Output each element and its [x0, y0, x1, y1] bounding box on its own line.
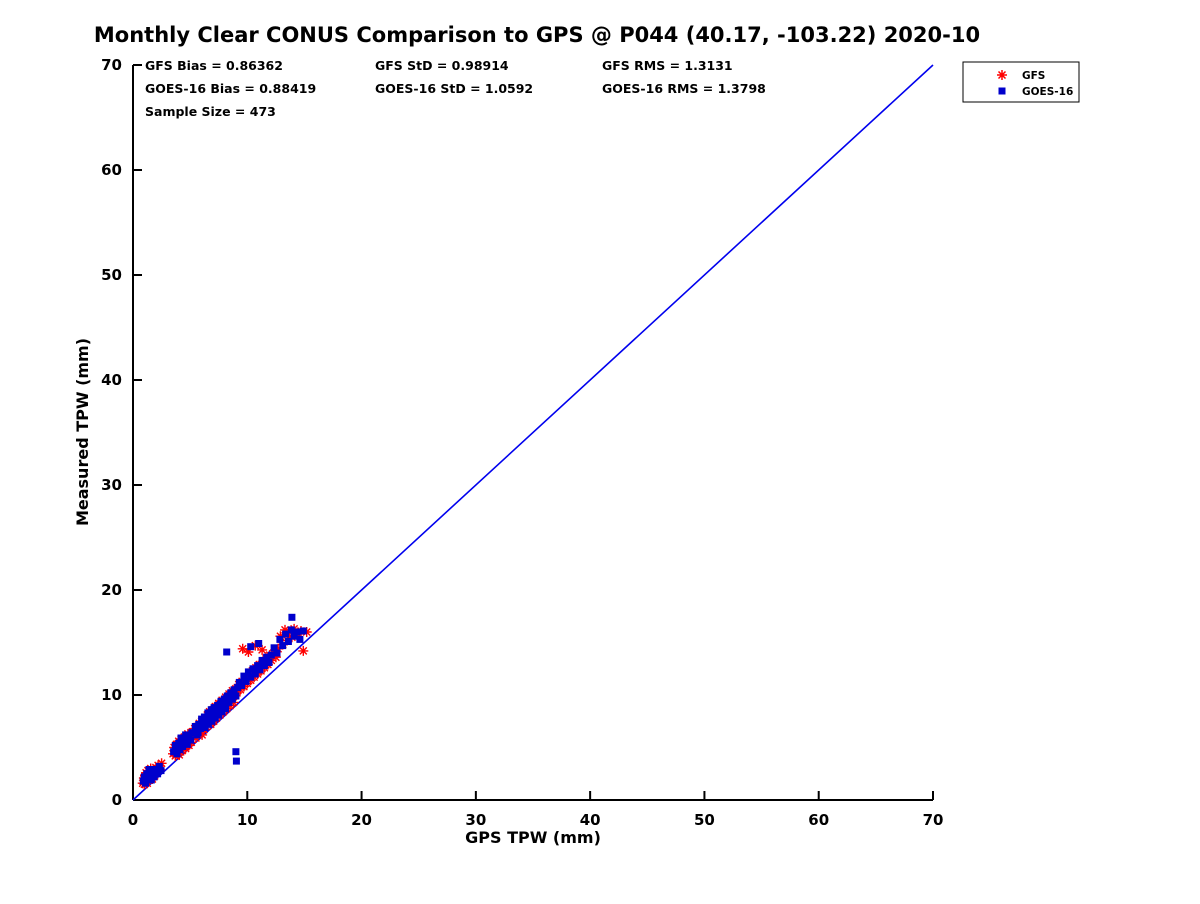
square-marker: [284, 638, 292, 645]
x-tick-label: 50: [694, 811, 715, 829]
square-marker: [279, 642, 287, 650]
x-tick-label: 60: [808, 811, 829, 829]
square-marker: [183, 740, 191, 748]
square-marker: [247, 673, 255, 681]
square-marker: [251, 670, 259, 678]
asterisk-marker: [197, 729, 208, 740]
asterisk-marker: [237, 643, 248, 654]
square-marker: [296, 635, 304, 643]
square-marker: [179, 743, 187, 750]
y-tick-label: 60: [101, 161, 122, 179]
square-marker: [288, 613, 296, 621]
legend-label-gfs: GFS: [1022, 70, 1045, 82]
square-marker: [273, 649, 281, 657]
square-marker: [249, 665, 257, 673]
square-marker: [222, 705, 230, 713]
square-marker: [282, 630, 290, 638]
series-goes-16: [139, 613, 307, 787]
square-marker: [232, 757, 240, 765]
asterisk-marker: [298, 645, 309, 656]
square-marker: [256, 666, 264, 674]
square-marker: [173, 750, 181, 758]
square-marker: [194, 729, 202, 737]
square-marker: [299, 627, 307, 635]
asterisk-icon: [997, 70, 1007, 80]
legend-box: [962, 61, 1080, 103]
square-marker: [244, 668, 252, 676]
x-tick-label: 40: [580, 811, 601, 829]
legend: GFS GOES-16: [962, 61, 1080, 103]
stat-goes-rms: GOES-16 RMS = 1.3798: [602, 81, 766, 96]
square-marker: [267, 651, 275, 659]
square-marker: [242, 677, 250, 685]
square-marker: [196, 722, 204, 729]
y-tick-label: 70: [101, 56, 122, 74]
stat-sample-size: Sample Size = 473: [145, 104, 276, 119]
reference-line: [132, 64, 934, 801]
x-tick-label: 10: [237, 811, 258, 829]
asterisk-marker: [243, 647, 254, 657]
square-marker: [265, 659, 273, 666]
square-marker: [263, 653, 271, 661]
square-marker: [230, 689, 238, 697]
square-marker: [293, 628, 301, 636]
square-marker: [258, 656, 266, 664]
square-marker: [155, 762, 163, 770]
x-tick-label: 20: [351, 811, 372, 829]
y-tick-label: 40: [101, 371, 122, 389]
asterisk-marker: [270, 652, 281, 663]
square-marker: [157, 767, 165, 775]
stat-goes-std: GOES-16 StD = 1.0592: [375, 81, 533, 96]
square-marker: [223, 648, 231, 656]
square-marker: [232, 748, 240, 756]
square-marker: [234, 684, 242, 692]
stat-gfs-std: GFS StD = 0.98914: [375, 58, 509, 73]
stat-goes-bias: GOES-16 Bias = 0.88419: [145, 81, 316, 96]
square-marker: [254, 662, 262, 670]
square-marker: [142, 779, 150, 787]
square-marker: [276, 635, 284, 643]
x-tick-label: 30: [465, 811, 486, 829]
square-marker: [175, 739, 183, 747]
x-tick-label: 0: [128, 811, 138, 829]
data-points: [137, 613, 312, 790]
square-marker: [255, 640, 263, 647]
square-marker: [187, 736, 195, 744]
axes: 0 10 20 30 40 50 60 70 0 10 20 30 40 50 60 70: [101, 56, 943, 829]
y-axis-label: Measured TPW (mm): [73, 338, 92, 526]
x-axis-label: GPS TPW (mm): [465, 828, 601, 847]
square-marker: [290, 632, 298, 640]
y-tick-label: 10: [101, 686, 122, 704]
y-tick-label: 20: [101, 581, 122, 599]
asterisk-marker: [273, 643, 284, 654]
stat-gfs-bias: GFS Bias = 0.86362: [145, 58, 283, 73]
y-tick-label: 30: [101, 476, 122, 494]
square-marker: [260, 662, 268, 670]
square-marker: [213, 705, 221, 713]
chart-title: Monthly Clear CONUS Comparison to GPS @ …: [94, 23, 980, 47]
square-marker: [238, 682, 246, 689]
y-tick-label: 0: [112, 791, 122, 809]
legend-label-goes16: GOES-16: [1022, 86, 1073, 98]
y-tick-label: 50: [101, 266, 122, 284]
one-to-one-line: [132, 64, 934, 801]
stat-gfs-rms: GFS RMS = 1.3131: [602, 58, 733, 73]
square-marker: [270, 644, 278, 652]
square-marker: [203, 715, 211, 723]
asterisk-marker: [257, 644, 268, 655]
square-icon: [998, 87, 1006, 95]
square-marker: [287, 626, 295, 634]
asterisk-marker: [280, 624, 290, 635]
square-marker: [240, 672, 248, 680]
square-marker: [247, 643, 255, 651]
stats-annotations: GFS Bias = 0.86362 GFS StD = 0.98914 GFS…: [145, 58, 766, 119]
x-tick-label: 70: [923, 811, 944, 829]
